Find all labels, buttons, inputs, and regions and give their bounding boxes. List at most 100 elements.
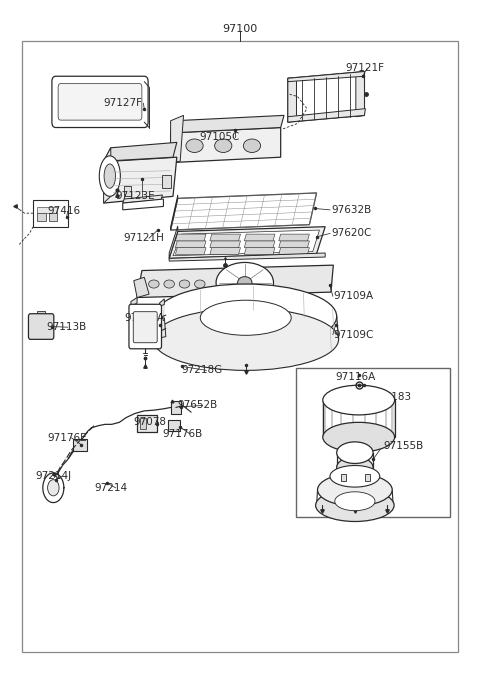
- FancyBboxPatch shape: [129, 304, 161, 349]
- Bar: [33, 199, 68, 226]
- Bar: [141, 418, 146, 429]
- Ellipse shape: [335, 492, 375, 510]
- Text: 97105C: 97105C: [199, 132, 240, 142]
- Text: 97127A: 97127A: [124, 313, 165, 322]
- Bar: [365, 475, 370, 481]
- Ellipse shape: [104, 164, 116, 188]
- Polygon shape: [288, 109, 365, 122]
- Text: 97214J: 97214J: [35, 471, 71, 481]
- Polygon shape: [244, 241, 275, 247]
- Bar: [297, 368, 450, 516]
- Text: 97113B: 97113B: [47, 322, 87, 332]
- Polygon shape: [169, 226, 178, 258]
- Bar: [137, 415, 157, 433]
- FancyBboxPatch shape: [58, 84, 142, 120]
- Ellipse shape: [186, 139, 203, 153]
- Polygon shape: [279, 241, 310, 247]
- Polygon shape: [170, 116, 183, 163]
- Text: 97127F: 97127F: [104, 98, 143, 108]
- Polygon shape: [288, 72, 364, 82]
- Bar: [170, 402, 181, 414]
- FancyBboxPatch shape: [52, 76, 148, 128]
- Ellipse shape: [316, 489, 394, 521]
- Text: 97109C: 97109C: [333, 330, 374, 339]
- Polygon shape: [123, 199, 163, 210]
- Text: 97214: 97214: [95, 483, 128, 493]
- Ellipse shape: [323, 385, 395, 415]
- Bar: [124, 185, 131, 196]
- Polygon shape: [175, 247, 206, 254]
- Polygon shape: [279, 247, 310, 254]
- Bar: [37, 207, 57, 212]
- Polygon shape: [210, 247, 240, 254]
- Text: 97632B: 97632B: [331, 205, 371, 215]
- Text: 97176E: 97176E: [48, 433, 87, 443]
- Ellipse shape: [179, 280, 190, 288]
- Text: 97183: 97183: [379, 391, 412, 402]
- Ellipse shape: [153, 308, 338, 370]
- Ellipse shape: [336, 442, 373, 464]
- Polygon shape: [123, 195, 162, 203]
- Bar: [168, 420, 180, 431]
- Ellipse shape: [243, 139, 261, 153]
- Bar: [36, 311, 45, 316]
- Text: 97176B: 97176B: [162, 429, 203, 439]
- Polygon shape: [210, 241, 240, 247]
- FancyBboxPatch shape: [133, 312, 157, 343]
- Bar: [341, 475, 346, 481]
- Ellipse shape: [194, 280, 205, 288]
- Ellipse shape: [200, 300, 291, 335]
- Ellipse shape: [318, 474, 392, 506]
- Ellipse shape: [48, 480, 59, 496]
- Polygon shape: [279, 234, 310, 241]
- Polygon shape: [134, 277, 149, 297]
- Polygon shape: [356, 72, 364, 117]
- Ellipse shape: [99, 156, 120, 196]
- Polygon shape: [288, 78, 297, 122]
- FancyBboxPatch shape: [28, 314, 54, 339]
- Text: 97109A: 97109A: [333, 291, 373, 301]
- Polygon shape: [104, 158, 177, 203]
- Polygon shape: [104, 143, 177, 162]
- Polygon shape: [170, 116, 284, 133]
- Polygon shape: [131, 297, 137, 307]
- Bar: [37, 212, 46, 221]
- Polygon shape: [170, 195, 178, 230]
- Ellipse shape: [215, 139, 232, 153]
- Polygon shape: [104, 148, 111, 203]
- Bar: [162, 174, 171, 188]
- Ellipse shape: [330, 466, 380, 487]
- Text: 97652B: 97652B: [178, 400, 218, 410]
- Polygon shape: [175, 234, 206, 241]
- Polygon shape: [244, 247, 275, 254]
- Polygon shape: [170, 128, 281, 163]
- Text: 97078: 97078: [133, 417, 166, 427]
- Ellipse shape: [164, 280, 174, 288]
- Polygon shape: [244, 234, 275, 241]
- Ellipse shape: [238, 276, 252, 289]
- Text: 97121F: 97121F: [345, 63, 384, 73]
- Ellipse shape: [323, 422, 395, 452]
- Ellipse shape: [336, 457, 373, 479]
- Polygon shape: [159, 299, 164, 307]
- Text: 97155B: 97155B: [384, 441, 424, 451]
- Polygon shape: [173, 230, 320, 256]
- Bar: [48, 212, 57, 221]
- Ellipse shape: [155, 284, 336, 349]
- Polygon shape: [175, 241, 206, 247]
- Text: 97116A: 97116A: [336, 372, 376, 382]
- Text: 97123E: 97123E: [116, 191, 155, 201]
- Polygon shape: [170, 193, 317, 230]
- Text: 97416: 97416: [48, 206, 81, 216]
- Text: 97620C: 97620C: [331, 228, 372, 239]
- Polygon shape: [169, 253, 325, 261]
- Ellipse shape: [149, 280, 159, 288]
- Polygon shape: [288, 72, 364, 122]
- Polygon shape: [169, 226, 325, 258]
- Polygon shape: [210, 234, 240, 241]
- Polygon shape: [152, 318, 166, 339]
- Text: 97100: 97100: [222, 24, 258, 34]
- Ellipse shape: [216, 262, 274, 303]
- Text: 97218G: 97218G: [181, 366, 223, 375]
- Text: 97121H: 97121H: [123, 233, 164, 243]
